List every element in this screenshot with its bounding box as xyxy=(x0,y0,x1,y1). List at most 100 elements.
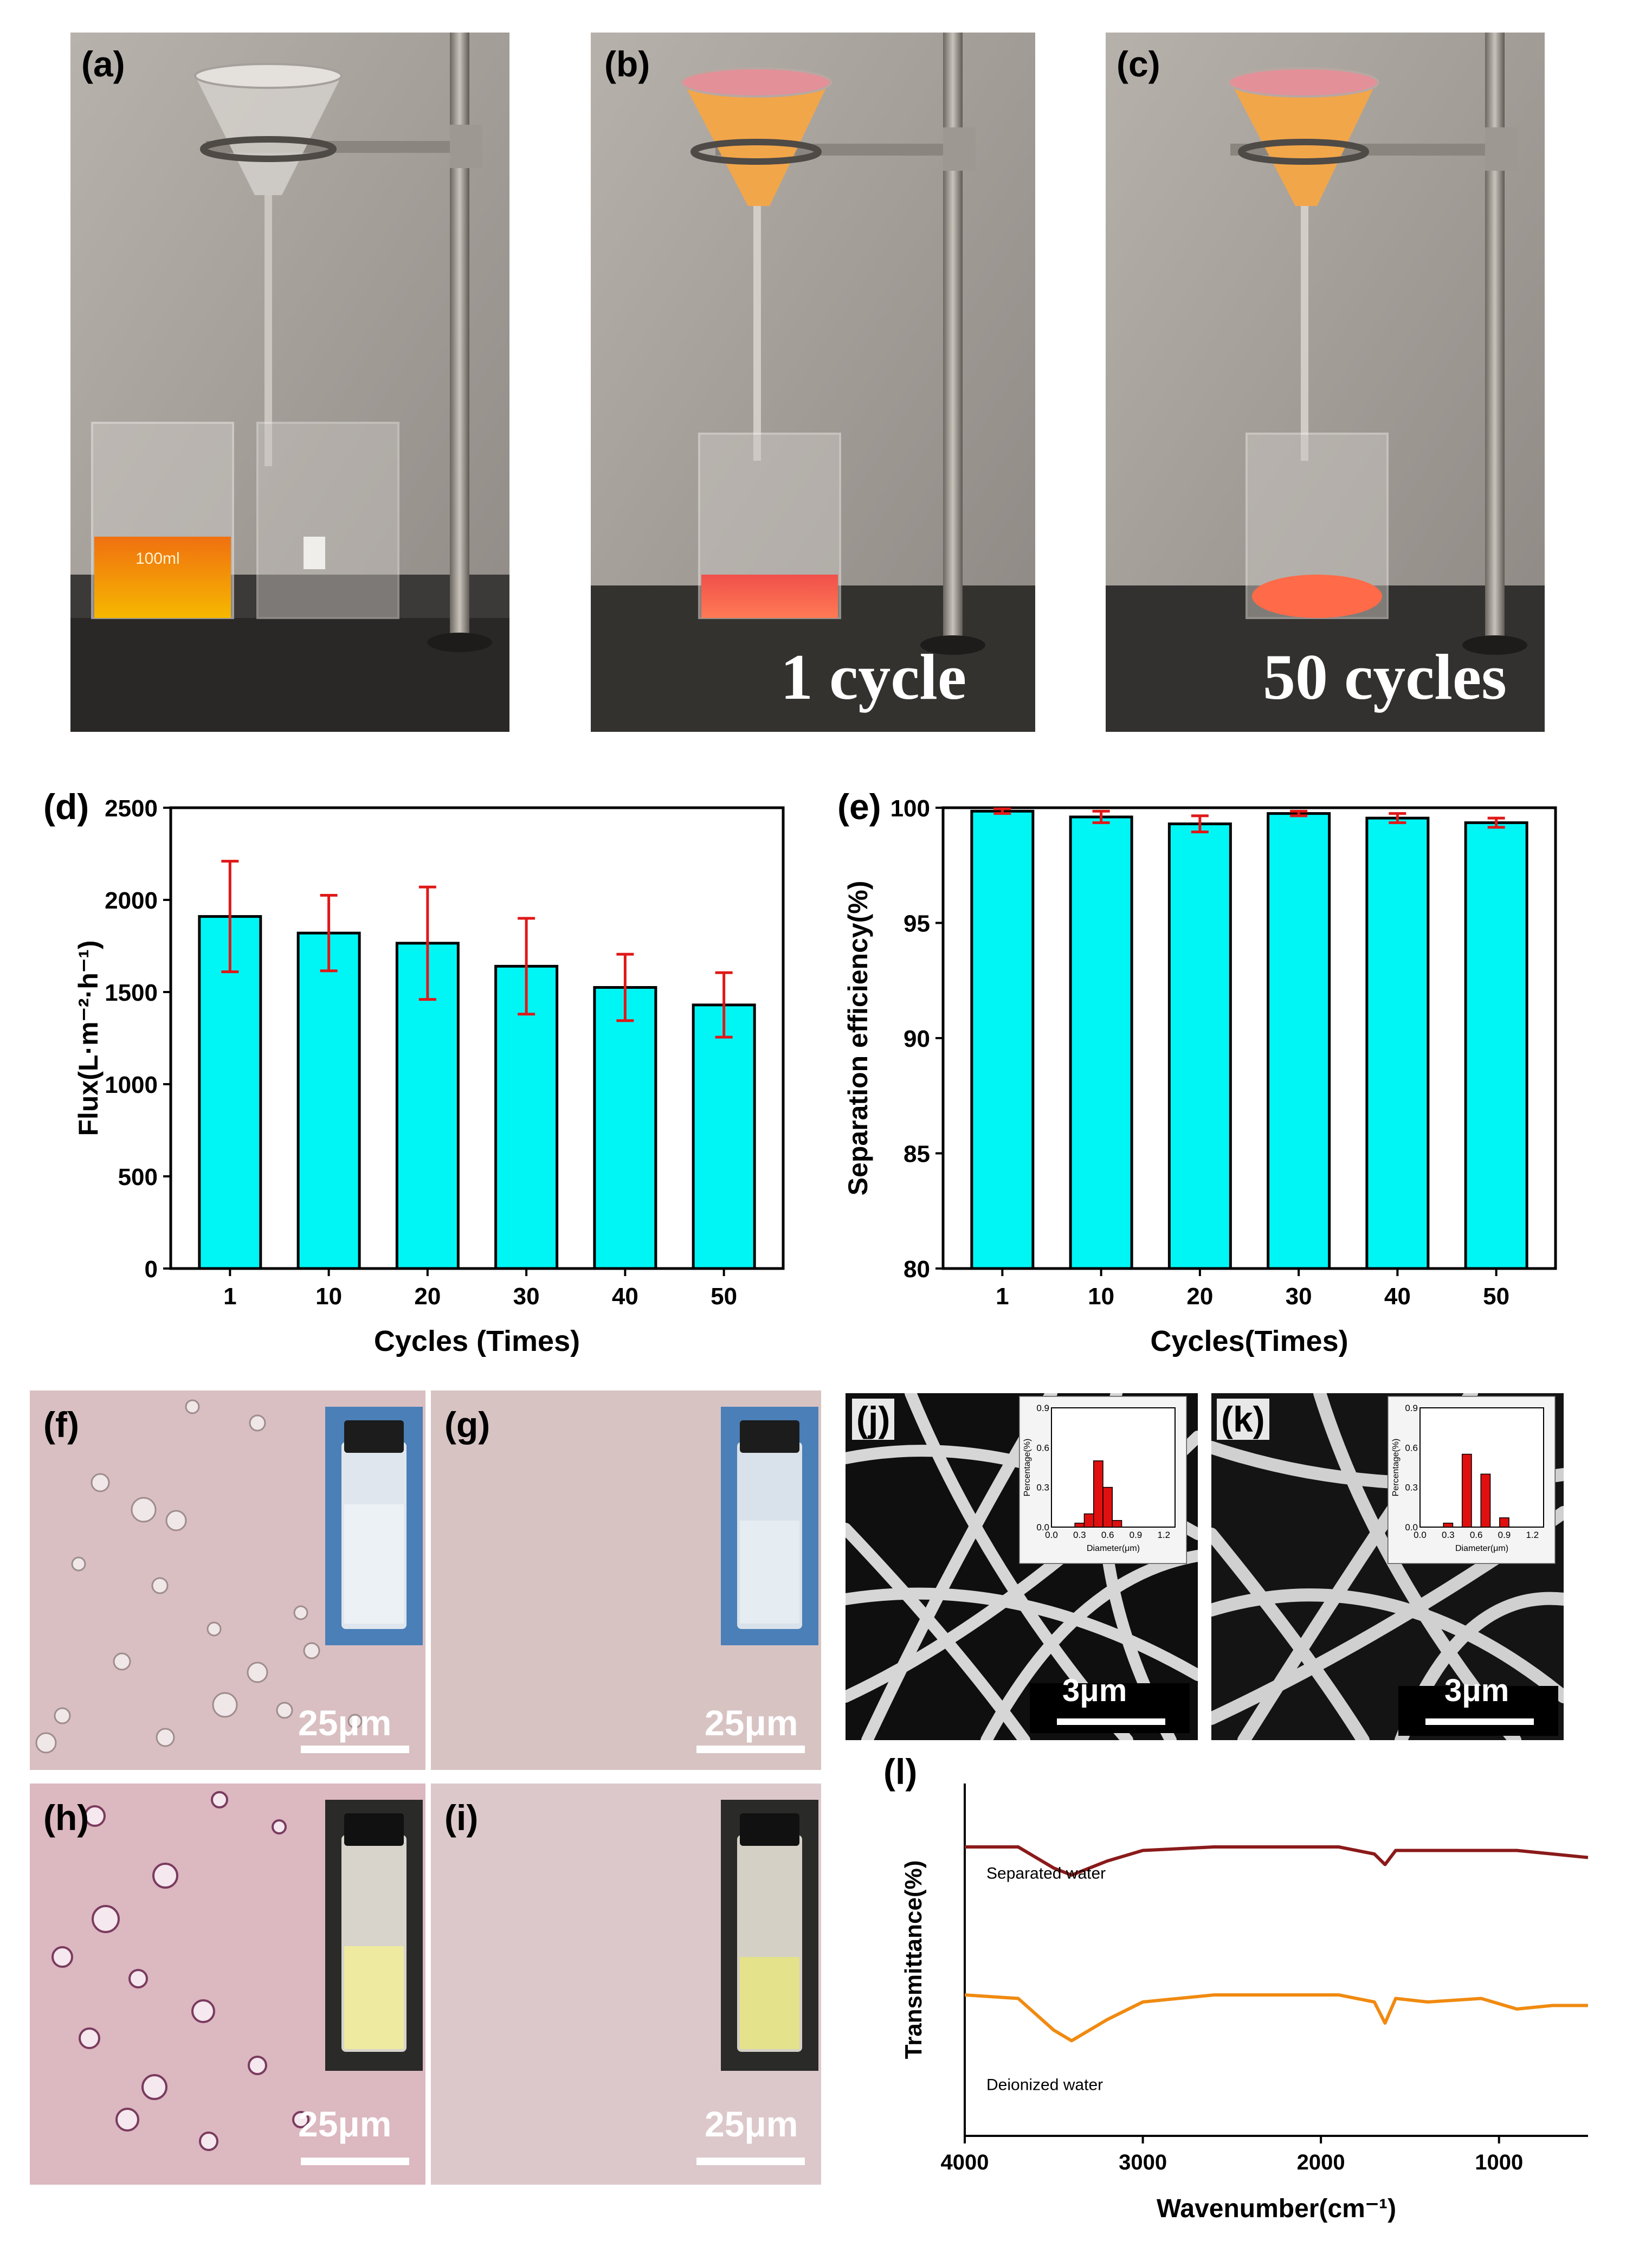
droplet xyxy=(35,1732,57,1754)
scale-h: 25μm xyxy=(298,2104,392,2144)
bar-40 xyxy=(1365,816,1430,1270)
inset-x-tick-label: 0.3 xyxy=(1442,1530,1455,1540)
scale-f: 25μm xyxy=(298,1703,392,1743)
y-tick-label: 2500 xyxy=(105,795,158,822)
droplet xyxy=(199,2132,218,2151)
diameter-histogram-j: 0.0 0.3 0.6 0.9 0.0 0.3 0.6 0.9 1.2 Diameter(μm) P… xyxy=(1019,1396,1187,1564)
inset-x-tick-label: 1.2 xyxy=(1157,1530,1170,1540)
ftir-chart: 4000 3000 2000 1000 Separated water Deionized… xyxy=(900,1784,1589,2223)
y-axis-label: Transmittance(%) xyxy=(900,1860,927,2059)
bar-1 xyxy=(198,915,262,1270)
y-axis-label: Separation efficiency(%) xyxy=(843,881,873,1196)
y-tick-label: 100 xyxy=(890,795,930,822)
droplet xyxy=(293,1605,308,1620)
beaker-volume-text: 100ml xyxy=(135,550,180,568)
x-tick-label: 1000 xyxy=(1475,2151,1523,2174)
inset-x-label: Diameter(μm) xyxy=(1455,1544,1508,1553)
droplet xyxy=(79,2027,100,2049)
x-tick-label: 4000 xyxy=(941,2151,989,2174)
plot-frame xyxy=(169,806,785,1270)
scale-i: 25μm xyxy=(705,2104,798,2144)
inset-x-tick-label: 0.9 xyxy=(1498,1530,1511,1540)
series-line-0 xyxy=(965,1845,1589,1877)
micrograph-g xyxy=(431,1390,821,1770)
x-tick-label: 40 xyxy=(1384,1283,1411,1310)
droplet xyxy=(247,1662,268,1683)
droplet xyxy=(91,1473,110,1492)
droplet xyxy=(71,1556,86,1572)
inset-x-tick-label: 1.2 xyxy=(1526,1530,1539,1540)
y-tick-label: 1500 xyxy=(105,980,158,1006)
x-tick-label: 1 xyxy=(996,1283,1009,1310)
inset-x-tick-label: 0.6 xyxy=(1470,1530,1483,1540)
bar-30 xyxy=(494,964,559,1270)
inset-x-label: Diameter(μm) xyxy=(1087,1544,1140,1553)
y-tick-label: 80 xyxy=(904,1256,930,1283)
droplet xyxy=(185,1399,200,1414)
y-tick-label: 1000 xyxy=(105,1072,158,1098)
inset-y-tick-label: 0.3 xyxy=(1036,1483,1049,1493)
photo-c xyxy=(1106,33,1545,732)
bar-50 xyxy=(692,1003,756,1270)
fiber xyxy=(846,1523,1030,1740)
y-tick-label: 85 xyxy=(904,1141,930,1168)
droplet xyxy=(131,1497,157,1523)
x-tick-label: 10 xyxy=(1088,1283,1114,1310)
bar-40 xyxy=(593,986,657,1270)
inset-y-tick-label: 0.6 xyxy=(1405,1443,1418,1453)
x-tick-label: 3000 xyxy=(1119,2151,1167,2174)
inset-bar-0.7 xyxy=(1112,1520,1122,1528)
inset-x-tick-label: 0.3 xyxy=(1073,1530,1086,1540)
droplet xyxy=(165,1510,187,1531)
photo-b xyxy=(591,33,1035,732)
droplet xyxy=(248,2056,267,2075)
caption-1-cycle: 1 cycle xyxy=(780,641,967,713)
droplet xyxy=(249,1414,266,1432)
bar-50 xyxy=(1464,821,1528,1270)
photo-a: 100ml xyxy=(70,33,509,732)
inset-bar-0.6 xyxy=(1102,1486,1113,1528)
droplet xyxy=(303,1642,320,1659)
panel-label-i: (i) xyxy=(444,1798,479,1838)
micrograph-f xyxy=(30,1390,425,1770)
droplet xyxy=(292,2111,309,2128)
series-line-1 xyxy=(964,1993,1588,2043)
inset-bar-0.9 xyxy=(1499,1517,1509,1528)
inset-y-tick-label: 0.6 xyxy=(1036,1443,1049,1453)
x-tick-label: 40 xyxy=(612,1283,638,1310)
panel-label-c: (c) xyxy=(1117,44,1160,84)
panel-label-f: (f) xyxy=(43,1405,79,1445)
inset-bar-0.3 xyxy=(1074,1522,1085,1528)
series-label-1: Deionized water xyxy=(986,2076,1103,2094)
scale-g: 25μm xyxy=(705,1703,798,1743)
panel-label-b: (b) xyxy=(604,44,650,84)
panel-label-l: (l) xyxy=(883,1752,918,1792)
inset-y-label: Percentage(%) xyxy=(1391,1439,1401,1497)
scale-k: 3μm xyxy=(1444,1673,1509,1708)
droplet xyxy=(212,1692,238,1718)
bar-20 xyxy=(1167,822,1232,1270)
droplet xyxy=(347,1714,363,1729)
x-tick-label: 50 xyxy=(1483,1283,1509,1310)
droplet xyxy=(141,2074,167,2100)
y-tick-label: 90 xyxy=(904,1026,930,1052)
inset-bar-0.7 xyxy=(1480,1473,1491,1528)
inset-x-tick-label: 0.9 xyxy=(1130,1530,1143,1540)
x-tick-label: 2000 xyxy=(1297,2151,1345,2174)
inset-y-tick-label: 0.9 xyxy=(1405,1403,1418,1413)
inset-x-tick-label: 0.0 xyxy=(1045,1530,1058,1540)
droplet xyxy=(128,1969,148,1988)
micrograph-h xyxy=(30,1784,425,2185)
x-tick-label: 1 xyxy=(223,1283,236,1310)
inset-y-label: Percentage(%) xyxy=(1023,1439,1032,1497)
x-axis-label: Cycles(Times) xyxy=(1150,1325,1348,1357)
inset-frame xyxy=(1051,1407,1176,1528)
droplet xyxy=(156,1728,175,1747)
panel-label-d: (d) xyxy=(43,787,89,827)
x-axis-label: Cycles (Times) xyxy=(374,1325,580,1357)
panel-label-g: (g) xyxy=(444,1405,491,1445)
panel-label-h: (h) xyxy=(43,1798,89,1838)
diameter-histogram-k: 0.0 0.3 0.6 0.9 0.0 0.3 0.6 0.9 1.2 Diameter(μm) P… xyxy=(1388,1396,1556,1564)
y-tick-label: 500 xyxy=(118,1164,158,1190)
panel-label-e: (e) xyxy=(837,787,881,827)
